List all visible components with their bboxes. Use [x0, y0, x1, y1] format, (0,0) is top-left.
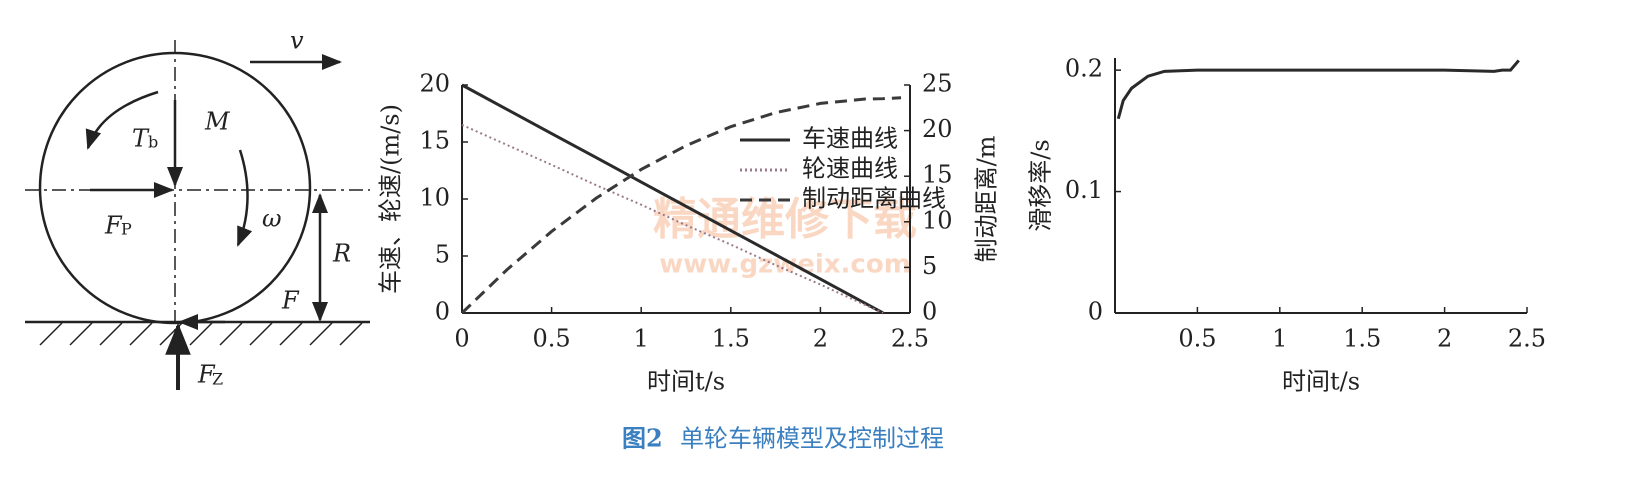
- y-tick-label: 15: [419, 127, 450, 155]
- y-tick-label: 10: [419, 184, 450, 212]
- x-axis-label: 时间t/s: [647, 368, 725, 396]
- y2-tick-label: 0: [922, 298, 937, 326]
- label: R: [332, 240, 351, 268]
- y-axis-label: 车速、轮速/(m/s): [377, 104, 405, 294]
- ground-hatch: [39, 322, 363, 346]
- x-tick-label: 2: [813, 325, 828, 353]
- x-tick-label: 2.5: [891, 325, 929, 353]
- wheel-diagram: [25, 40, 370, 390]
- watermark: 精通维修下载: [653, 194, 917, 245]
- label: P: [121, 220, 132, 239]
- y2-tick-label: 10: [922, 206, 953, 234]
- series-line: [460, 96, 902, 315]
- y-tick-label: 20: [419, 70, 450, 98]
- y-axis-label: 滑移率/s: [1027, 139, 1055, 231]
- series-line: [461, 123, 884, 314]
- caption: 单轮车辆模型及控制过程: [680, 425, 944, 453]
- x-tick-label: 0.5: [533, 325, 571, 353]
- label: F: [197, 361, 216, 389]
- label: b: [148, 133, 158, 152]
- label: ω: [262, 205, 282, 233]
- legend-label: 制动距离曲线: [802, 185, 946, 213]
- y-tick-label: 0.2: [1065, 55, 1103, 83]
- label: F: [104, 212, 123, 240]
- legend-label: 轮速曲线: [802, 155, 898, 183]
- label: T: [132, 125, 150, 153]
- x-tick-label: 2.5: [1508, 325, 1546, 353]
- y2-tick-label: 15: [922, 161, 953, 189]
- x-axis-label: 时间t/s: [1282, 368, 1360, 396]
- x-tick-label: 1.5: [712, 325, 750, 353]
- torque-arrow: [85, 90, 159, 150]
- y-tick-label: 0.1: [1065, 176, 1103, 204]
- x-tick-label: 2: [1437, 325, 1452, 353]
- omega-arrow: [236, 149, 253, 247]
- y2-tick-label: 20: [922, 115, 953, 143]
- x-tick-label: 1: [1272, 325, 1287, 353]
- label: M: [204, 108, 231, 136]
- label: v: [290, 27, 304, 55]
- y-tick-label: 0: [435, 298, 450, 326]
- series-line: [461, 83, 884, 315]
- legend-label: 车速曲线: [802, 125, 898, 153]
- x-tick-label: 0.5: [1178, 325, 1216, 353]
- series-line: [1116, 59, 1520, 120]
- x-tick-label: 1: [634, 325, 649, 353]
- y-tick-label: 0: [1088, 298, 1103, 326]
- y2-axis-label: 制动距离/m: [973, 135, 1001, 262]
- y-tick-label: 5: [435, 241, 450, 269]
- y2-tick-label: 25: [922, 70, 953, 98]
- watermark-url: www.gzweix.com: [659, 250, 911, 280]
- y2-tick-label: 5: [922, 252, 937, 280]
- x-tick-label: 1.5: [1343, 325, 1381, 353]
- label: Z: [212, 370, 223, 389]
- label: F: [281, 287, 300, 315]
- x-tick-label: 0: [454, 325, 469, 353]
- caption-label: 图2: [622, 424, 663, 453]
